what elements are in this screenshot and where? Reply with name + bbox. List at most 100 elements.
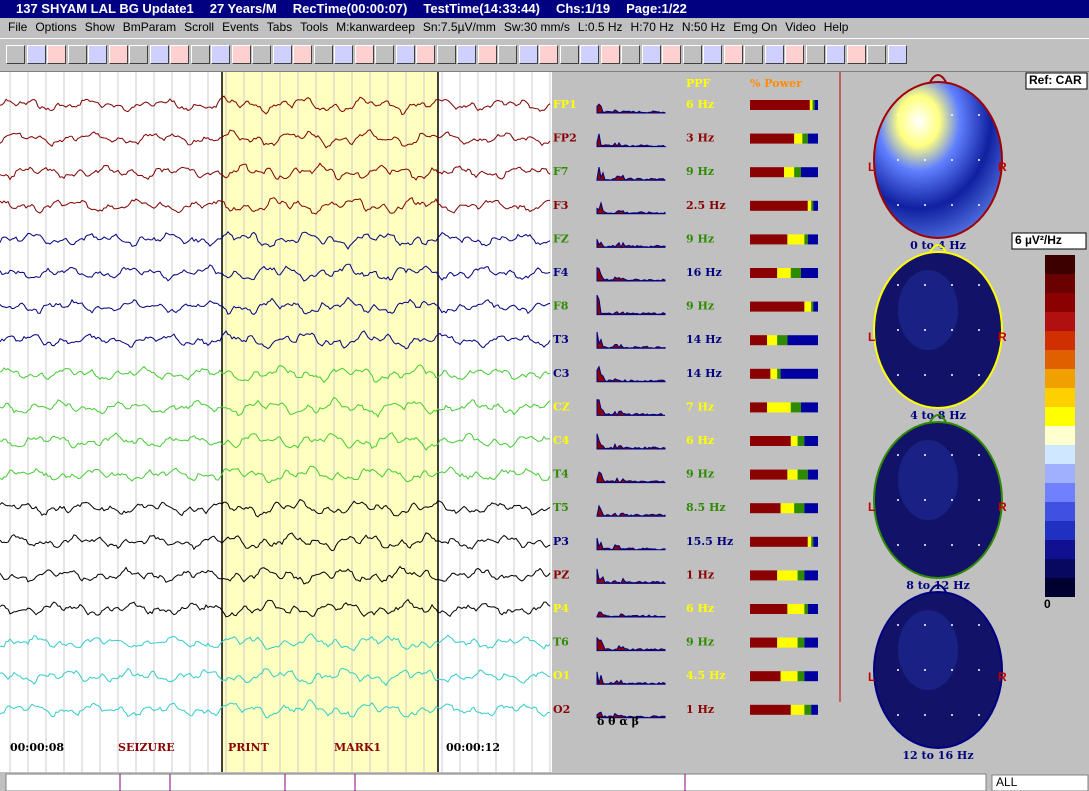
power-segment: [767, 402, 791, 412]
tool-button[interactable]: [27, 45, 46, 64]
menu-item[interactable]: Video: [785, 20, 815, 34]
head-map: [874, 82, 1002, 238]
power-segment: [787, 604, 804, 614]
spectrum: [597, 295, 665, 315]
scale-band: [1045, 388, 1075, 407]
spectrum: [597, 434, 665, 449]
power-segment: [804, 671, 818, 681]
tool-button[interactable]: [191, 45, 210, 64]
tool-button[interactable]: [232, 45, 251, 64]
electrode: [924, 374, 926, 376]
tool-button[interactable]: [150, 45, 169, 64]
spectrum: [597, 134, 665, 147]
spectrum: [597, 203, 665, 214]
tool-button[interactable]: [273, 45, 292, 64]
tool-button[interactable]: [601, 45, 620, 64]
menu-item[interactable]: Scroll: [184, 20, 214, 34]
spectrum: [597, 167, 665, 180]
power-segment: [791, 402, 801, 412]
tool-button[interactable]: [765, 45, 784, 64]
power-segment: [808, 201, 811, 211]
power-segment: [798, 570, 805, 580]
tool-button[interactable]: [109, 45, 128, 64]
power-segment: [781, 369, 818, 379]
menu-item[interactable]: Tabs: [267, 20, 292, 34]
tool-button[interactable]: [519, 45, 538, 64]
tool-button[interactable]: [478, 45, 497, 64]
tool-button[interactable]: [847, 45, 866, 64]
electrode: [951, 374, 953, 376]
tool-button[interactable]: [539, 45, 558, 64]
menu-item[interactable]: L:0.5 Hz: [578, 20, 623, 34]
channel-label: T5: [553, 501, 569, 514]
menu-item[interactable]: Help: [824, 20, 849, 34]
tool-button[interactable]: [355, 45, 374, 64]
menu-item[interactable]: BmParam: [123, 20, 176, 34]
tool-button[interactable]: [662, 45, 681, 64]
power-segment: [808, 134, 818, 144]
tool-button[interactable]: [416, 45, 435, 64]
tool-button[interactable]: [826, 45, 845, 64]
spectrum: [597, 672, 665, 684]
tool-button[interactable]: [867, 45, 886, 64]
ppf-value: 6 Hz: [686, 602, 714, 615]
tool-button[interactable]: [683, 45, 702, 64]
tool-button[interactable]: [744, 45, 763, 64]
power-segment: [798, 638, 805, 648]
tool-button[interactable]: [252, 45, 271, 64]
menu-item[interactable]: File: [8, 20, 27, 34]
tool-button[interactable]: [88, 45, 107, 64]
title-item: RecTime(00:00:07): [293, 1, 408, 16]
title-item: 137 SHYAM LAL BG Update1: [16, 1, 194, 16]
title-item: TestTime(14:33:44): [423, 1, 540, 16]
menu-item[interactable]: Sw:30 mm/s: [504, 20, 570, 34]
tool-button[interactable]: [703, 45, 722, 64]
menu-item[interactable]: H:70 Hz: [631, 20, 674, 34]
tool-button[interactable]: [785, 45, 804, 64]
tool-button[interactable]: [293, 45, 312, 64]
tool-button[interactable]: [642, 45, 661, 64]
power-segment: [808, 537, 811, 547]
tool-button[interactable]: [888, 45, 907, 64]
ppf-value: 14 Hz: [686, 367, 722, 380]
tool-button[interactable]: [724, 45, 743, 64]
menu-item[interactable]: Show: [85, 20, 115, 34]
tool-button[interactable]: [806, 45, 825, 64]
tool-button[interactable]: [621, 45, 640, 64]
scale-band: [1045, 521, 1075, 540]
tool-button[interactable]: [560, 45, 579, 64]
ppf-header: PPF: [686, 77, 711, 90]
power-segment: [750, 100, 810, 110]
menu-item[interactable]: Events: [222, 20, 259, 34]
menu-item[interactable]: Emg On: [733, 20, 777, 34]
tool-button[interactable]: [375, 45, 394, 64]
menu-item[interactable]: Options: [35, 20, 76, 34]
tool-button[interactable]: [396, 45, 415, 64]
map-side: L: [868, 670, 875, 684]
electrode: [924, 669, 926, 671]
menu-item[interactable]: N:50 Hz: [682, 20, 725, 34]
tool-button[interactable]: [68, 45, 87, 64]
ppf-value: 9 Hz: [686, 636, 714, 649]
power-segment: [750, 201, 808, 211]
electrode: [924, 284, 926, 286]
ppf-value: 7 Hz: [686, 400, 714, 413]
menu-item[interactable]: Tools: [300, 20, 328, 34]
tool-button[interactable]: [457, 45, 476, 64]
menu-item[interactable]: M:kanwardeep: [336, 20, 415, 34]
tool-button[interactable]: [580, 45, 599, 64]
tool-button[interactable]: [334, 45, 353, 64]
tool-button[interactable]: [437, 45, 456, 64]
power-segment: [804, 638, 818, 648]
tool-button[interactable]: [6, 45, 25, 64]
tool-button[interactable]: [129, 45, 148, 64]
tool-button[interactable]: [498, 45, 517, 64]
power-segment: [811, 302, 813, 312]
map-side: R: [998, 670, 1007, 684]
tool-button[interactable]: [211, 45, 230, 64]
scale-band: [1045, 464, 1075, 483]
tool-button[interactable]: [170, 45, 189, 64]
tool-button[interactable]: [47, 45, 66, 64]
tool-button[interactable]: [314, 45, 333, 64]
menu-item[interactable]: Sn:7.5µV/mm: [423, 20, 496, 34]
